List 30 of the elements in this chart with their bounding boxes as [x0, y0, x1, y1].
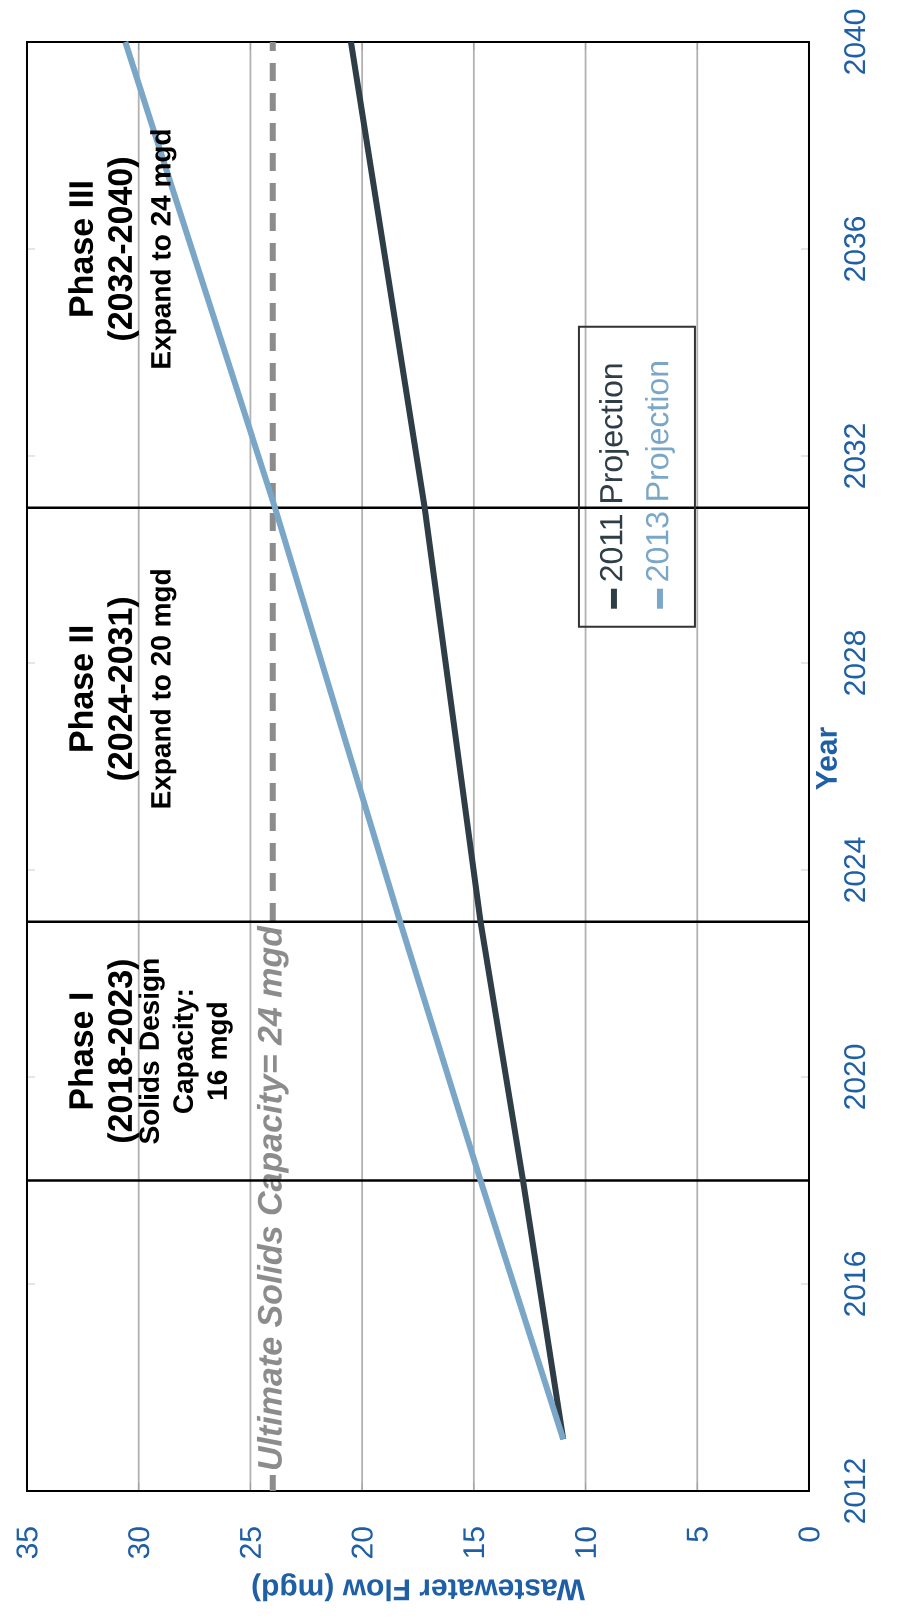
annotation: Solids Design Capacity: 16 mgd — [138, 959, 233, 1144]
x-axis-title: Wastewater Flow (mgd) — [252, 1573, 585, 1602]
x-tick-label: 30 — [128, 1527, 150, 1559]
y-tick-label: 2032 — [844, 424, 866, 488]
y-tick-label: 2012 — [844, 1459, 866, 1523]
annotation: Expand to 20 mgd — [150, 570, 177, 808]
x-tick-label: 15 — [463, 1527, 485, 1558]
annotation: (2018-2023) — [107, 960, 139, 1143]
x-tick-label: 5 — [686, 1527, 708, 1542]
x-tick-label: 0 — [798, 1527, 820, 1542]
x-tick-label: 10 — [574, 1527, 597, 1558]
y-tick-label: 2016 — [844, 1251, 866, 1316]
x-tick-label: 20 — [351, 1527, 373, 1558]
annotation: (2024-2031) — [107, 597, 139, 780]
x-tick-label: 25 — [239, 1527, 262, 1558]
text: 2011 Projection — [599, 364, 629, 581]
y-axis-title: Year — [816, 727, 837, 790]
text: 2013 Projection — [645, 362, 675, 581]
annotation: Phase II — [68, 626, 94, 751]
y-tick-label: 2024 — [844, 837, 866, 902]
annotation: Phase III — [68, 182, 94, 316]
annotation: Expand to 24 mgd — [150, 130, 177, 368]
ref-line-label: Ultimate Solids Capacity= 24 mgd — [256, 925, 289, 1470]
annotation: Phase I — [68, 993, 94, 1109]
y-tick-label: 2020 — [844, 1044, 866, 1109]
y-tick-label: 2040 — [844, 9, 866, 74]
annotation: (2032-2040) — [107, 158, 139, 340]
y-tick-label: 2028 — [844, 630, 866, 695]
y-tick-label: 2036 — [844, 216, 866, 281]
x-tick-label: 35 — [16, 1527, 38, 1559]
